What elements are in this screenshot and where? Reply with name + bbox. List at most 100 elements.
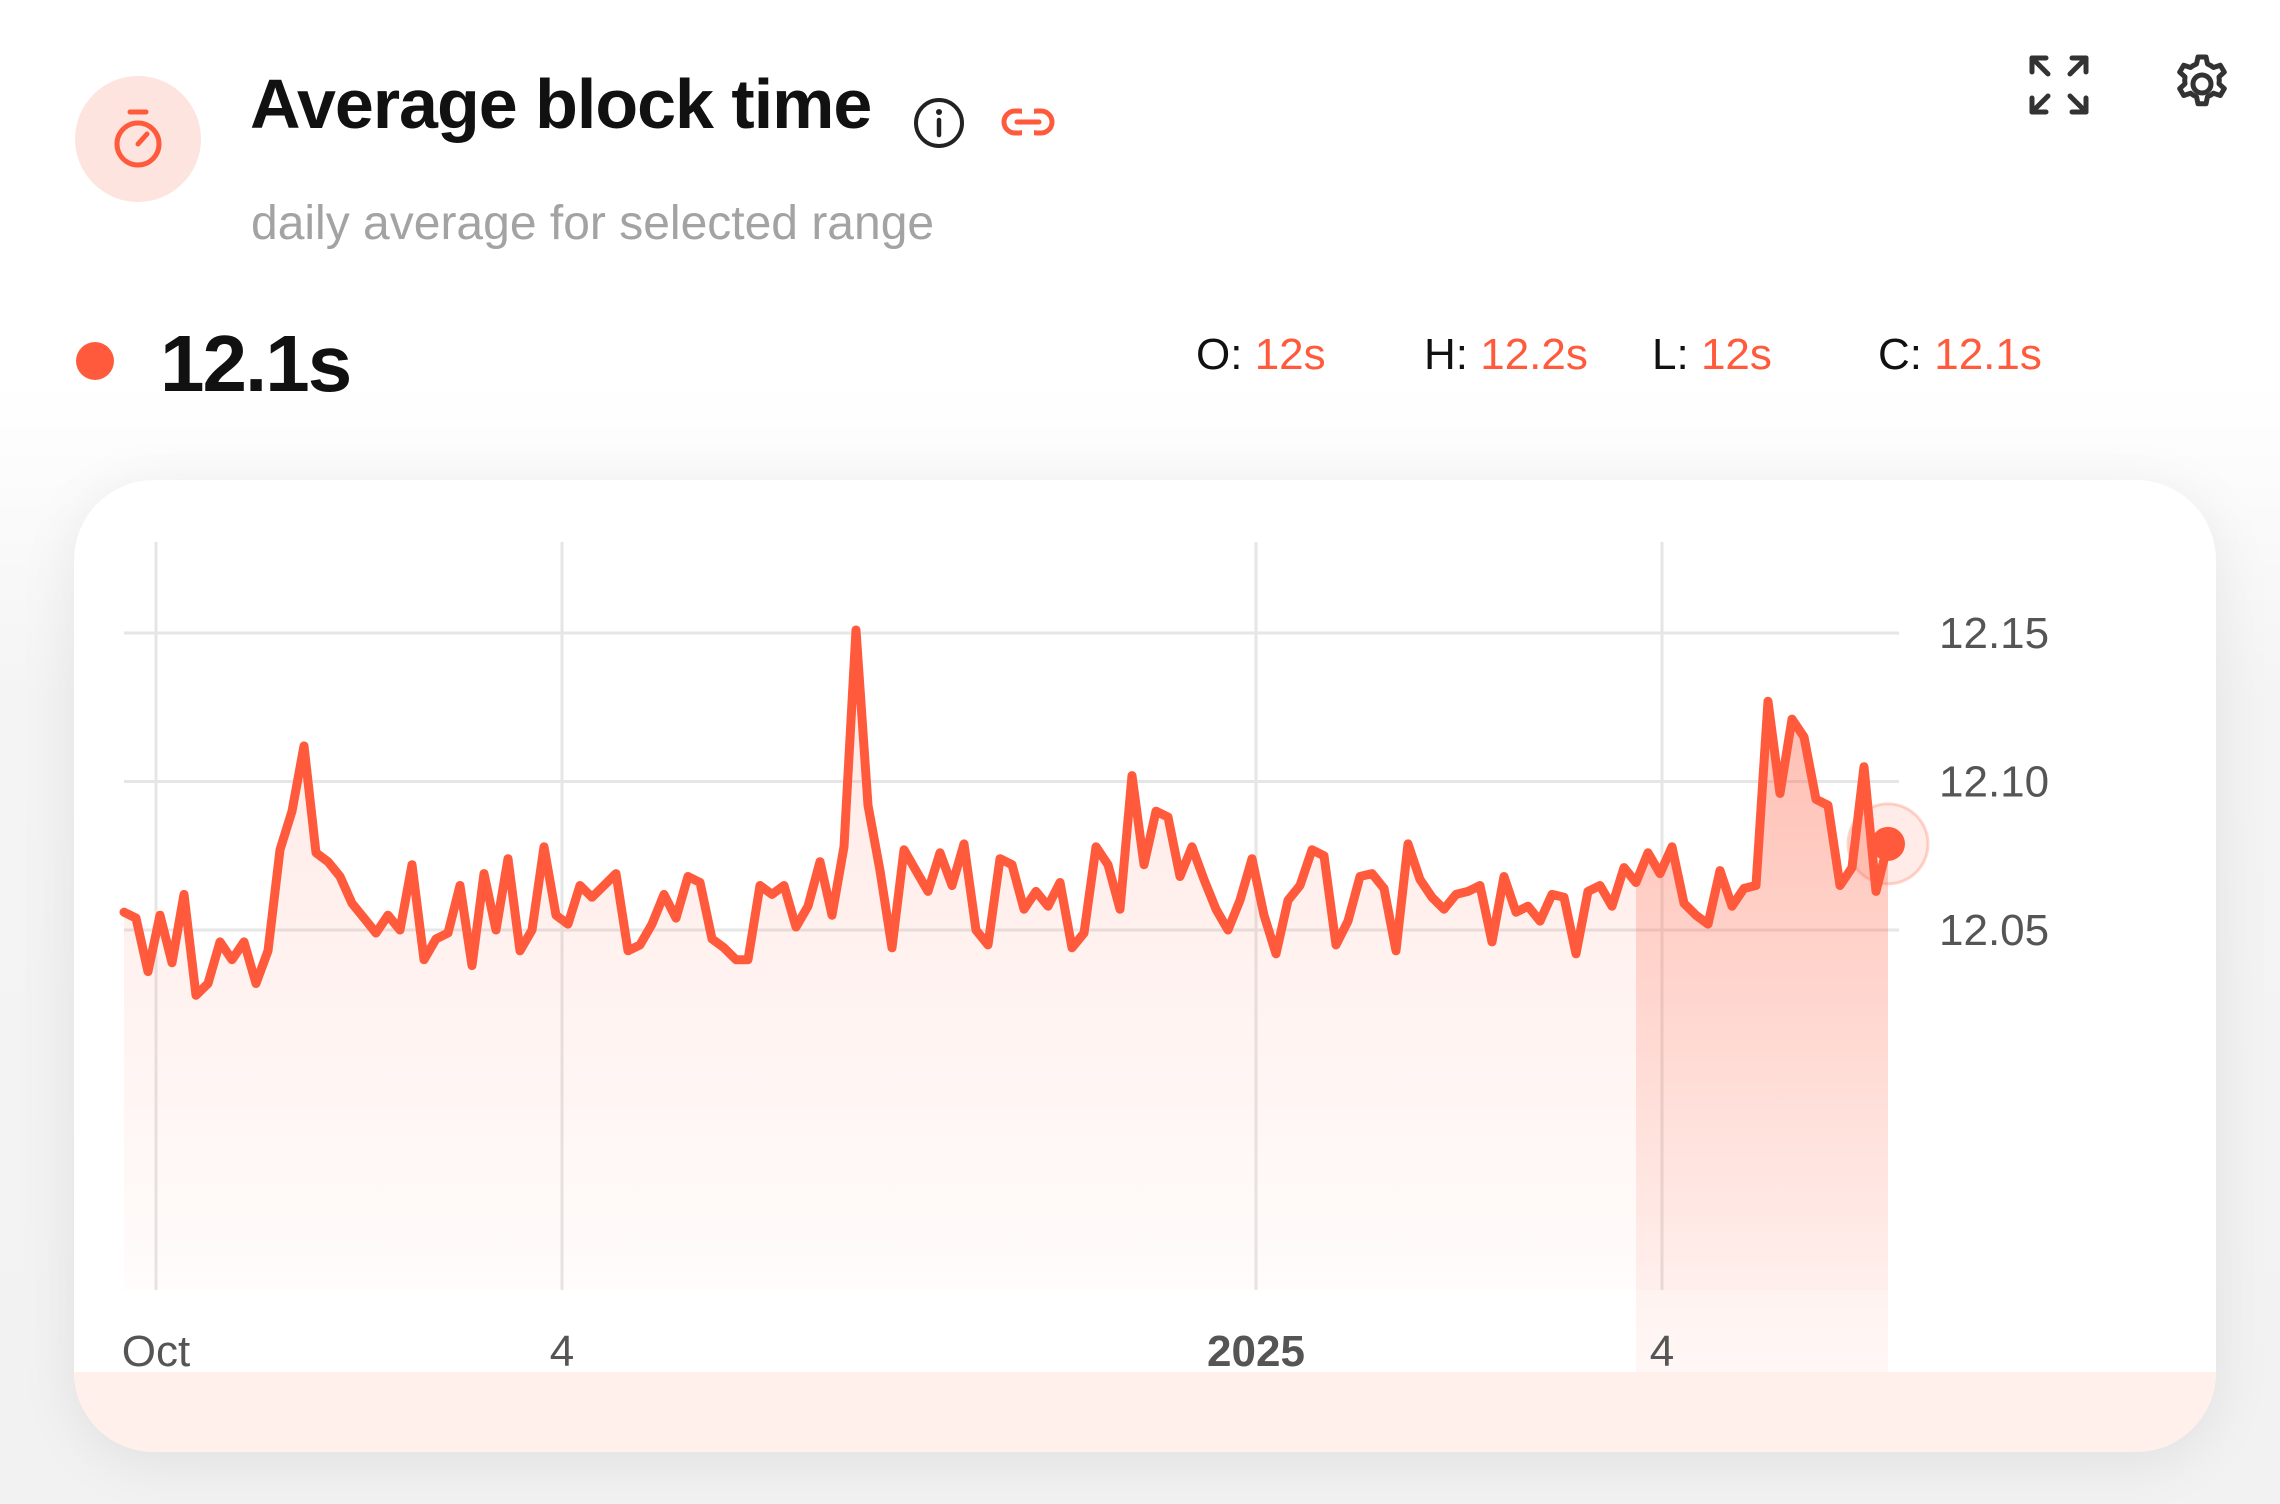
data-point[interactable] bbox=[806, 904, 810, 908]
data-point[interactable] bbox=[374, 931, 378, 935]
data-point[interactable] bbox=[1586, 889, 1590, 893]
data-point[interactable] bbox=[1214, 907, 1218, 911]
data-point[interactable] bbox=[1802, 735, 1806, 739]
data-point[interactable] bbox=[182, 892, 186, 896]
data-point[interactable] bbox=[770, 892, 774, 896]
data-point[interactable] bbox=[1298, 884, 1302, 888]
data-point[interactable] bbox=[782, 884, 786, 888]
data-point[interactable] bbox=[1346, 919, 1350, 923]
data-point[interactable] bbox=[854, 628, 858, 632]
data-point[interactable] bbox=[122, 910, 126, 914]
data-point[interactable] bbox=[278, 848, 282, 852]
data-point[interactable] bbox=[494, 928, 498, 932]
data-point[interactable] bbox=[1646, 851, 1650, 855]
data-point[interactable] bbox=[1754, 884, 1758, 888]
data-point[interactable] bbox=[1562, 895, 1566, 899]
data-point[interactable] bbox=[842, 845, 846, 849]
data-point[interactable] bbox=[158, 913, 162, 917]
data-point[interactable] bbox=[1370, 872, 1374, 876]
data-point[interactable] bbox=[938, 851, 942, 855]
data-point[interactable] bbox=[410, 863, 414, 867]
data-point[interactable] bbox=[698, 881, 702, 885]
data-point[interactable] bbox=[626, 949, 630, 953]
data-point[interactable] bbox=[1106, 863, 1110, 867]
data-point[interactable] bbox=[1394, 949, 1398, 953]
data-point[interactable] bbox=[1322, 854, 1326, 858]
data-point[interactable] bbox=[1286, 898, 1290, 902]
data-point[interactable] bbox=[1694, 913, 1698, 917]
data-point[interactable] bbox=[1010, 863, 1014, 867]
data-point[interactable] bbox=[1814, 797, 1818, 801]
data-point[interactable] bbox=[614, 872, 618, 876]
data-point[interactable] bbox=[1058, 881, 1062, 885]
data-point[interactable] bbox=[1514, 910, 1518, 914]
data-point[interactable] bbox=[1490, 940, 1494, 944]
data-point[interactable] bbox=[998, 857, 1002, 861]
data-point[interactable] bbox=[470, 964, 474, 968]
data-point[interactable] bbox=[1634, 881, 1638, 885]
gear-icon[interactable] bbox=[2170, 52, 2234, 121]
data-point[interactable] bbox=[170, 961, 174, 965]
data-point[interactable] bbox=[746, 958, 750, 962]
data-point[interactable] bbox=[1070, 946, 1074, 950]
data-point[interactable] bbox=[1610, 904, 1614, 908]
expand-icon[interactable] bbox=[2028, 54, 2090, 121]
data-point[interactable] bbox=[134, 916, 138, 920]
data-point[interactable] bbox=[1862, 765, 1866, 769]
data-point[interactable] bbox=[1766, 699, 1770, 703]
data-point[interactable] bbox=[1670, 845, 1674, 849]
data-point[interactable] bbox=[1574, 952, 1578, 956]
data-point[interactable] bbox=[710, 937, 714, 941]
data-point[interactable] bbox=[1706, 922, 1710, 926]
chart-panel[interactable]: 12.15 12.10 12.05 Oct 4 2025 4 bbox=[74, 480, 2216, 1452]
data-point[interactable] bbox=[1790, 717, 1794, 721]
data-point[interactable] bbox=[962, 842, 966, 846]
data-point[interactable] bbox=[242, 940, 246, 944]
data-point[interactable] bbox=[566, 922, 570, 926]
data-point[interactable] bbox=[482, 872, 486, 876]
data-point[interactable] bbox=[530, 928, 534, 932]
data-point[interactable] bbox=[362, 916, 366, 920]
data-point[interactable] bbox=[1130, 774, 1134, 778]
data-point[interactable] bbox=[506, 857, 510, 861]
data-point[interactable] bbox=[1682, 901, 1686, 905]
info-icon[interactable] bbox=[912, 96, 966, 155]
data-point[interactable] bbox=[1478, 884, 1482, 888]
block-time-chart[interactable]: 12.15 12.10 12.05 Oct 4 2025 4 bbox=[74, 480, 2216, 1452]
data-point[interactable] bbox=[1442, 907, 1446, 911]
data-point[interactable] bbox=[290, 809, 294, 813]
data-point[interactable] bbox=[878, 869, 882, 873]
data-point[interactable] bbox=[206, 982, 210, 986]
data-point[interactable] bbox=[1406, 842, 1410, 846]
data-point[interactable] bbox=[1358, 875, 1362, 879]
data-point[interactable] bbox=[350, 901, 354, 905]
data-point[interactable] bbox=[146, 970, 150, 974]
data-point[interactable] bbox=[1190, 845, 1194, 849]
data-point[interactable] bbox=[554, 913, 558, 917]
data-point[interactable] bbox=[1718, 869, 1722, 873]
data-point[interactable] bbox=[1382, 886, 1386, 890]
data-point[interactable] bbox=[794, 925, 798, 929]
data-point[interactable] bbox=[674, 916, 678, 920]
data-point[interactable] bbox=[398, 928, 402, 932]
data-point[interactable] bbox=[734, 958, 738, 962]
data-point[interactable] bbox=[386, 913, 390, 917]
data-point[interactable] bbox=[602, 884, 606, 888]
data-point[interactable] bbox=[314, 851, 318, 855]
data-point[interactable] bbox=[1238, 898, 1242, 902]
data-point[interactable] bbox=[1874, 889, 1878, 893]
data-point[interactable] bbox=[1538, 919, 1542, 923]
data-point[interactable] bbox=[1502, 875, 1506, 879]
data-point[interactable] bbox=[830, 913, 834, 917]
data-point[interactable] bbox=[1046, 904, 1050, 908]
data-point[interactable] bbox=[902, 848, 906, 852]
data-point[interactable] bbox=[722, 946, 726, 950]
data-point[interactable] bbox=[1838, 884, 1842, 888]
data-point[interactable] bbox=[1082, 931, 1086, 935]
data-point[interactable] bbox=[890, 946, 894, 950]
data-point[interactable] bbox=[686, 875, 690, 879]
data-point[interactable] bbox=[1526, 904, 1530, 908]
data-point[interactable] bbox=[218, 940, 222, 944]
last-point-marker[interactable] bbox=[1871, 826, 1905, 861]
data-point[interactable] bbox=[194, 993, 198, 997]
